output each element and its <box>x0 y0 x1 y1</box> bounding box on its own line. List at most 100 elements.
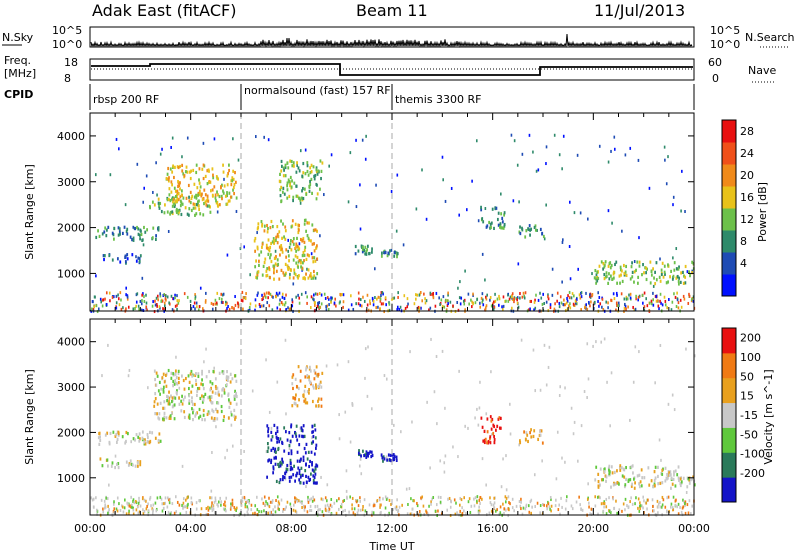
echo-cell <box>608 272 610 276</box>
echo-cell <box>664 272 666 276</box>
ground-scatter-cell <box>293 503 295 507</box>
echo-cell <box>171 183 173 187</box>
echo-cell <box>195 196 198 200</box>
echo-cell <box>387 453 390 457</box>
ground-scatter-cell <box>692 299 695 303</box>
scatter-echo-cell <box>634 345 637 349</box>
echo-cell <box>290 452 293 456</box>
echo-cell <box>197 191 200 196</box>
echo-cell <box>297 196 300 200</box>
echo-cell <box>221 388 224 392</box>
echo-cell <box>187 374 190 378</box>
ground-scatter-cell <box>101 304 104 308</box>
ground-scatter-cell <box>479 502 481 506</box>
echo-cell <box>181 394 183 398</box>
ground-scatter-cell <box>653 509 655 513</box>
echo-cell <box>202 387 205 391</box>
echo-cell <box>269 253 272 257</box>
ground-scatter-cell <box>580 291 583 295</box>
echo-cell <box>220 409 223 414</box>
echo-cell <box>289 440 292 444</box>
ground-scatter-cell <box>446 508 449 512</box>
echo-cell <box>198 407 201 412</box>
ground-scatter-cell <box>265 291 268 295</box>
echo-cell <box>310 450 313 454</box>
ground-scatter-cell <box>357 508 360 512</box>
echo-cell <box>537 437 540 442</box>
echo-cell <box>480 416 483 420</box>
ground-scatter-cell <box>677 502 680 506</box>
ground-scatter-cell <box>564 507 567 511</box>
x-tick-label: 04:00 <box>175 522 207 535</box>
echo-cell <box>609 266 612 270</box>
ground-scatter-cell <box>511 497 514 501</box>
echo-cell <box>304 172 307 176</box>
echo-cell <box>605 271 608 275</box>
ground-scatter-cell <box>266 301 269 305</box>
ground-scatter-cell <box>135 304 137 308</box>
echo-cell <box>299 481 302 485</box>
echo-cell <box>306 161 309 165</box>
ground-scatter-cell <box>498 297 501 301</box>
echo-cell <box>638 264 641 268</box>
echo-cell <box>633 486 636 490</box>
ground-scatter-cell <box>222 292 225 296</box>
x-tick-label: 08:00 <box>275 522 307 535</box>
ground-scatter-cell <box>123 506 126 510</box>
echo-cell <box>365 250 368 254</box>
echo-cell <box>256 245 259 249</box>
echo-cell <box>664 466 667 470</box>
ground-scatter-cell <box>373 503 376 507</box>
echo-cell <box>273 267 275 272</box>
ground-scatter-cell <box>485 295 487 299</box>
ground-scatter-cell <box>691 297 693 301</box>
ground-scatter-cell <box>295 295 297 299</box>
echo-cell <box>170 411 173 416</box>
echo-cell <box>366 244 369 248</box>
echo-cell <box>317 399 319 403</box>
echo-cell <box>634 481 636 485</box>
scatter-echo-cell <box>648 186 651 190</box>
scatter-echo-cell <box>441 349 444 353</box>
echo-cell <box>193 195 196 199</box>
echo-cell <box>688 270 690 274</box>
scatter-echo-cell <box>580 424 583 428</box>
echo-cell <box>163 415 166 419</box>
ground-scatter-cell <box>292 508 295 512</box>
echo-cell <box>254 249 257 253</box>
echo-cell <box>298 478 301 482</box>
echo-cell <box>594 277 597 281</box>
ground-scatter-cell <box>580 308 582 312</box>
echo-cell <box>175 207 178 212</box>
scatter-echo-cell <box>311 436 313 440</box>
echo-cell <box>131 463 134 467</box>
echo-cell <box>225 202 228 206</box>
echo-cell <box>612 276 615 280</box>
echo-cell <box>684 264 687 269</box>
echo-cell <box>201 167 204 171</box>
echo-cell <box>208 395 211 399</box>
echo-cell <box>231 176 234 180</box>
echo-cell <box>643 476 646 480</box>
ground-scatter-cell <box>656 299 659 303</box>
ground-scatter-cell <box>502 502 504 506</box>
echo-cell <box>288 259 290 263</box>
ground-scatter-cell <box>449 505 452 509</box>
ground-scatter-cell <box>113 295 115 299</box>
echo-cell <box>615 482 617 486</box>
ground-scatter-cell <box>198 499 200 503</box>
echo-cell <box>195 382 198 386</box>
echo-cell <box>302 236 305 241</box>
echo-cell <box>214 193 217 197</box>
echo-cell <box>278 230 281 234</box>
echo-cell <box>217 177 219 181</box>
echo-cell <box>300 473 302 477</box>
echo-cell <box>295 170 298 174</box>
echo-cell <box>309 272 312 276</box>
echo-cell <box>98 431 101 435</box>
echo-cell <box>136 464 139 468</box>
echo-cell <box>226 370 228 374</box>
ground-scatter-cell <box>385 497 388 501</box>
echo-cell <box>264 257 267 261</box>
echo-cell <box>170 197 173 201</box>
